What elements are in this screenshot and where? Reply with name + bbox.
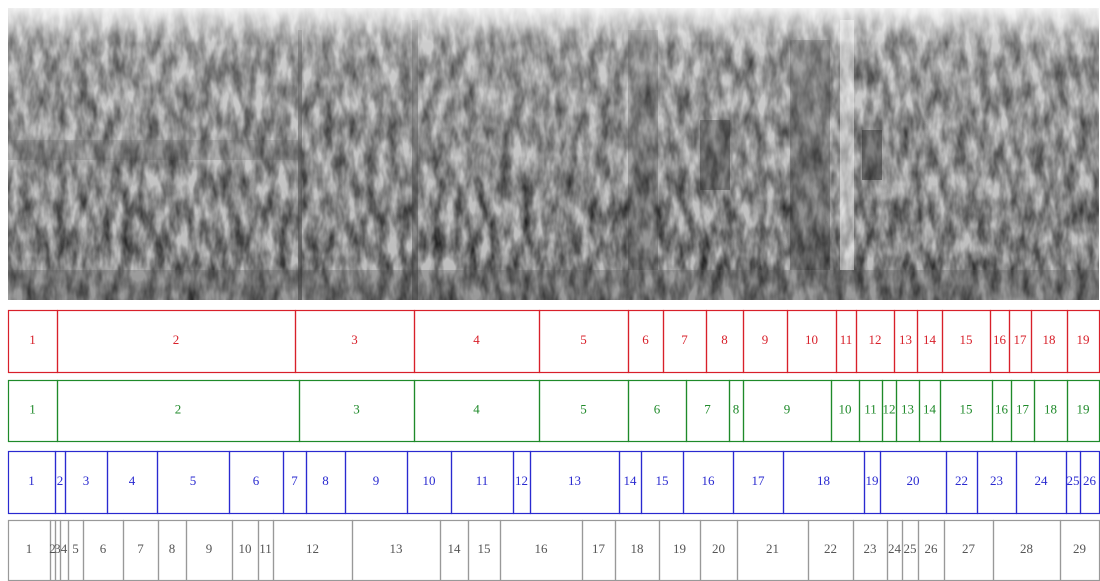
- segment-label: 1: [28, 473, 35, 488]
- segment-label: 11: [840, 332, 853, 347]
- segment-label: 14: [448, 541, 462, 556]
- segment-label: 13: [390, 541, 403, 556]
- segment-label: 16: [995, 401, 1009, 416]
- segment-label: 8: [322, 473, 329, 488]
- segment-label: 8: [721, 332, 728, 347]
- segment-label: 18: [1044, 401, 1057, 416]
- segment-label: 15: [960, 332, 973, 347]
- segment-label: 11: [259, 541, 272, 556]
- segment-label: 1: [29, 332, 36, 347]
- segment-label: 6: [642, 332, 649, 347]
- segment-label: 15: [960, 401, 973, 416]
- segment-label: 17: [592, 541, 606, 556]
- segment-label: 18: [631, 541, 644, 556]
- segment-label: 13: [568, 473, 581, 488]
- segment-label: 9: [784, 401, 791, 416]
- segment-label: 24: [1035, 473, 1049, 488]
- segment-label: 19: [1077, 401, 1090, 416]
- segment-label: 11: [864, 401, 877, 416]
- segment-label: 15: [656, 473, 669, 488]
- segment-label: 5: [72, 541, 79, 556]
- segment-label: 6: [253, 473, 260, 488]
- segment-label: 7: [137, 541, 144, 556]
- segment-label: 10: [805, 332, 818, 347]
- segment-label: 10: [239, 541, 252, 556]
- segment-label: 20: [712, 541, 725, 556]
- segment-label: 14: [923, 401, 937, 416]
- segment-label: 16: [993, 332, 1007, 347]
- segment-label: 21: [766, 541, 779, 556]
- segment-label: 9: [762, 332, 769, 347]
- segment-label: 4: [473, 332, 480, 347]
- segment-label: 7: [681, 332, 688, 347]
- segment-label: 7: [291, 473, 298, 488]
- segment-label: 12: [515, 473, 528, 488]
- segment-label: 23: [990, 473, 1003, 488]
- segment-label: 22: [824, 541, 837, 556]
- figure: 1234567891011121314151617181912345678910…: [0, 0, 1100, 581]
- segment-label: 2: [175, 401, 182, 416]
- segment-label: 6: [654, 401, 661, 416]
- segment-label: 18: [817, 473, 830, 488]
- segment-label: 9: [206, 541, 213, 556]
- segment-label: 5: [190, 473, 197, 488]
- segment-label: 12: [869, 332, 882, 347]
- segment-label: 16: [535, 541, 549, 556]
- segment-label: 23: [864, 541, 877, 556]
- segment-label: 25: [904, 541, 917, 556]
- segment-label: 12: [306, 541, 319, 556]
- segment-label: 11: [476, 473, 489, 488]
- segment-label: 4: [473, 401, 480, 416]
- segment-label: 2: [57, 473, 64, 488]
- segment-label: 26: [1083, 473, 1097, 488]
- segment-label: 12: [883, 401, 896, 416]
- segment-label: 3: [351, 332, 358, 347]
- spectrogram: [8, 8, 1099, 300]
- segment-label: 19: [866, 473, 879, 488]
- segment-label: 16: [702, 473, 716, 488]
- segment-label: 10: [423, 473, 436, 488]
- segment-label: 20: [907, 473, 920, 488]
- segment-label: 1: [26, 541, 33, 556]
- segment-label: 14: [624, 473, 638, 488]
- segment-label: 18: [1043, 332, 1056, 347]
- segment-label: 2: [173, 332, 180, 347]
- segment-label: 14: [923, 332, 937, 347]
- segment-label: 15: [478, 541, 491, 556]
- segment-label: 25: [1067, 473, 1080, 488]
- segment-label: 5: [580, 401, 587, 416]
- segment-label: 13: [899, 332, 912, 347]
- segment-label: 4: [129, 473, 136, 488]
- segment-label: 4: [61, 541, 68, 556]
- segment-label: 7: [704, 401, 711, 416]
- segment-label: 10: [839, 401, 852, 416]
- segment-label: 19: [673, 541, 686, 556]
- segment-label: 19: [1077, 332, 1090, 347]
- segment-label: 17: [752, 473, 766, 488]
- segment-label: 9: [373, 473, 380, 488]
- segment-label: 26: [925, 541, 939, 556]
- segment-label: 8: [733, 401, 740, 416]
- segment-label: 17: [1014, 332, 1028, 347]
- segment-label: 17: [1016, 401, 1030, 416]
- segment-label: 24: [888, 541, 902, 556]
- segment-label: 6: [100, 541, 107, 556]
- segment-label: 28: [1020, 541, 1033, 556]
- segment-label: 3: [353, 401, 360, 416]
- segment-label: 13: [901, 401, 914, 416]
- segment-label: 3: [83, 473, 90, 488]
- segment-label: 29: [1073, 541, 1086, 556]
- segment-label: 8: [169, 541, 176, 556]
- segment-label: 5: [580, 332, 587, 347]
- segment-label: 27: [962, 541, 976, 556]
- segment-label: 22: [955, 473, 968, 488]
- segment-label: 1: [29, 401, 36, 416]
